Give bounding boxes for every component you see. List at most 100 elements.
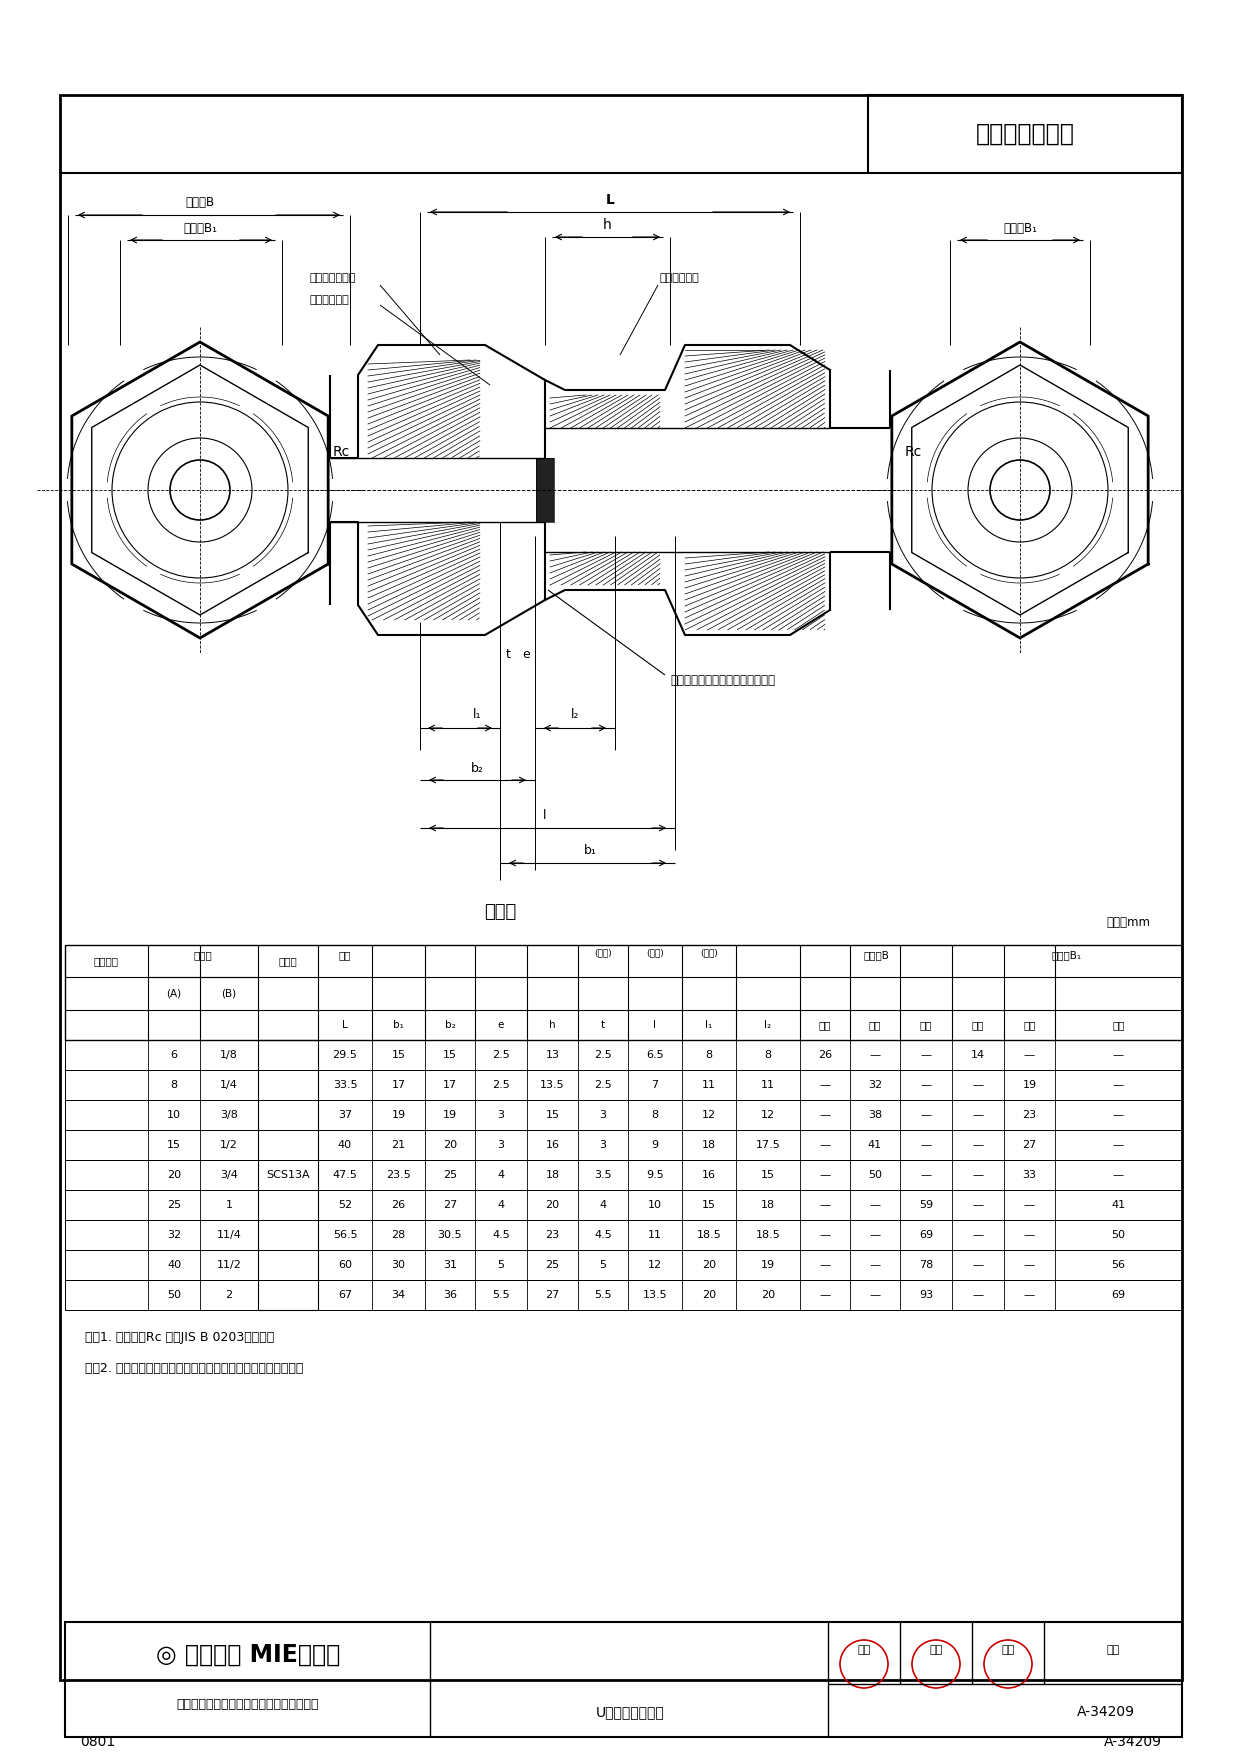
Text: 3/4: 3/4 xyxy=(220,1171,238,1179)
Text: 69: 69 xyxy=(1112,1290,1125,1300)
Text: 33: 33 xyxy=(1022,1171,1037,1179)
Text: —: — xyxy=(1023,1230,1035,1241)
Text: 8: 8 xyxy=(764,1049,771,1060)
Bar xyxy=(65,1071,1182,1100)
Text: 50: 50 xyxy=(166,1290,181,1300)
Text: 5.5: 5.5 xyxy=(492,1290,509,1300)
Text: 4: 4 xyxy=(600,1200,606,1209)
Text: —: — xyxy=(869,1049,881,1060)
Text: 8: 8 xyxy=(705,1049,713,1060)
Text: 56: 56 xyxy=(1112,1260,1125,1271)
Text: 18.5: 18.5 xyxy=(755,1230,780,1241)
Text: L: L xyxy=(606,193,615,207)
Text: 4.5: 4.5 xyxy=(594,1230,612,1241)
Text: 21: 21 xyxy=(391,1141,406,1150)
Text: —: — xyxy=(1113,1141,1124,1150)
Text: 4.5: 4.5 xyxy=(492,1230,510,1241)
Text: 2: 2 xyxy=(226,1290,232,1300)
Text: 28: 28 xyxy=(391,1230,406,1241)
Text: —: — xyxy=(972,1171,984,1179)
Text: t: t xyxy=(601,1020,605,1030)
Text: 27: 27 xyxy=(443,1200,457,1209)
Text: 13.5: 13.5 xyxy=(642,1290,667,1300)
Text: —: — xyxy=(1023,1260,1035,1271)
Bar xyxy=(65,1190,1182,1220)
Text: 36: 36 xyxy=(443,1290,457,1300)
Text: L: L xyxy=(342,1020,348,1030)
Text: —: — xyxy=(972,1290,984,1300)
Text: 二面幅B: 二面幅B xyxy=(863,949,889,960)
Text: 13.5: 13.5 xyxy=(540,1079,565,1090)
Text: 十角: 十角 xyxy=(920,1020,933,1030)
Text: 59: 59 xyxy=(919,1200,933,1209)
Text: ユニオンねじ: ユニオンねじ xyxy=(660,274,699,283)
Text: —: — xyxy=(820,1109,831,1120)
Text: 3/8: 3/8 xyxy=(220,1109,238,1120)
Text: 12: 12 xyxy=(761,1109,775,1120)
Bar xyxy=(65,1100,1182,1130)
Text: 50: 50 xyxy=(868,1171,882,1179)
Text: 18: 18 xyxy=(761,1200,775,1209)
Bar xyxy=(65,1250,1182,1279)
Text: 30.5: 30.5 xyxy=(437,1230,462,1241)
Text: 二面幅B₁: 二面幅B₁ xyxy=(183,221,217,235)
Text: —: — xyxy=(820,1171,831,1179)
Text: 15: 15 xyxy=(761,1171,775,1179)
Text: b₂: b₂ xyxy=(445,1020,456,1030)
Text: l: l xyxy=(543,809,546,821)
Text: —: — xyxy=(820,1079,831,1090)
Text: (B): (B) xyxy=(221,988,236,999)
Text: 2.5: 2.5 xyxy=(594,1049,612,1060)
Text: h: h xyxy=(602,218,611,232)
Bar xyxy=(537,458,554,521)
Text: 7: 7 xyxy=(652,1079,658,1090)
Text: 93: 93 xyxy=(919,1290,933,1300)
Text: —: — xyxy=(820,1230,831,1241)
Text: 六角: 六角 xyxy=(971,1020,984,1030)
Text: 19: 19 xyxy=(761,1260,775,1271)
Text: 20: 20 xyxy=(443,1141,457,1150)
Text: —: — xyxy=(820,1200,831,1209)
Text: (参考): (参考) xyxy=(594,948,612,958)
Text: 25: 25 xyxy=(166,1200,181,1209)
Text: —: — xyxy=(869,1230,881,1241)
Text: —: — xyxy=(972,1200,984,1209)
Text: 38: 38 xyxy=(868,1109,882,1120)
Text: —: — xyxy=(920,1141,932,1150)
Text: A-34209: A-34209 xyxy=(1077,1706,1135,1718)
Text: 9.5: 9.5 xyxy=(646,1171,664,1179)
Text: 1/4: 1/4 xyxy=(220,1079,238,1090)
Text: 4: 4 xyxy=(498,1171,504,1179)
Text: 単位：mm: 単位：mm xyxy=(1105,916,1150,928)
Text: b₁: b₁ xyxy=(392,1020,404,1030)
Text: t: t xyxy=(505,649,510,662)
Text: 78: 78 xyxy=(919,1260,933,1271)
Text: 33.5: 33.5 xyxy=(333,1079,358,1090)
Text: ノンアスベストジョイントシート: ノンアスベストジョイントシート xyxy=(669,674,775,686)
Text: 25: 25 xyxy=(443,1171,457,1179)
Text: 6.5: 6.5 xyxy=(646,1049,663,1060)
Text: 12: 12 xyxy=(648,1260,662,1271)
Text: l₂: l₂ xyxy=(571,709,579,721)
Text: —: — xyxy=(869,1200,881,1209)
Text: 15: 15 xyxy=(391,1049,405,1060)
Text: 二面幅B: 二面幅B xyxy=(185,195,215,209)
Text: —: — xyxy=(869,1260,881,1271)
Text: 二面幅B₁: 二面幅B₁ xyxy=(1052,949,1082,960)
Text: 37: 37 xyxy=(338,1109,351,1120)
Text: —: — xyxy=(972,1079,984,1090)
Text: 10: 10 xyxy=(166,1109,181,1120)
Text: 40: 40 xyxy=(338,1141,351,1150)
Text: 19: 19 xyxy=(1022,1079,1037,1090)
Text: 2.5: 2.5 xyxy=(594,1079,612,1090)
Bar xyxy=(65,944,1182,1041)
Text: ユニオンナット: ユニオンナット xyxy=(310,274,356,283)
Text: 15: 15 xyxy=(166,1141,181,1150)
Text: b₁: b₁ xyxy=(584,844,596,856)
Text: 20: 20 xyxy=(545,1200,560,1209)
Text: 3.5: 3.5 xyxy=(594,1171,612,1179)
Text: h: h xyxy=(549,1020,556,1030)
Text: 17.5: 17.5 xyxy=(755,1141,780,1150)
Text: 19: 19 xyxy=(443,1109,457,1120)
Text: 15: 15 xyxy=(545,1109,559,1120)
